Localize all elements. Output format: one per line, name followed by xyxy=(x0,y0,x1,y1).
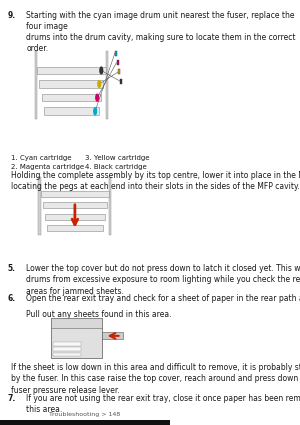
Text: Starting with the cyan image drum unit nearest the fuser, replace the four image: Starting with the cyan image drum unit n… xyxy=(26,11,296,53)
Text: 6.: 6. xyxy=(8,294,16,303)
Bar xyxy=(53,343,81,346)
Text: If the sheet is low down in this area and difficult to remove, it is probably st: If the sheet is low down in this area an… xyxy=(11,363,300,394)
Bar xyxy=(109,178,111,235)
Text: 3. Yellow cartridge: 3. Yellow cartridge xyxy=(85,155,150,161)
Circle shape xyxy=(100,67,103,74)
Text: Pull out any sheets found in this area.: Pull out any sheets found in this area. xyxy=(26,310,172,319)
Bar xyxy=(38,178,41,235)
Text: 2. Magenta cartridge: 2. Magenta cartridge xyxy=(11,164,84,170)
Bar xyxy=(115,51,117,56)
Bar xyxy=(41,191,109,197)
Text: If you are not using the rear exit tray, close it once paper has been removed fr: If you are not using the rear exit tray,… xyxy=(26,394,300,414)
Circle shape xyxy=(98,81,100,88)
Bar xyxy=(118,69,120,74)
Bar xyxy=(53,353,81,356)
Text: 1. Cyan cartridge: 1. Cyan cartridge xyxy=(11,155,72,161)
Circle shape xyxy=(94,108,97,115)
Bar xyxy=(53,348,81,351)
Text: Lower the top cover but do not press down to latch it closed yet. This will prot: Lower the top cover but do not press dow… xyxy=(26,264,300,295)
Bar xyxy=(47,225,103,231)
Bar xyxy=(120,79,122,84)
Bar xyxy=(38,67,106,74)
Bar xyxy=(40,80,104,88)
Text: Open the rear exit tray and check for a sheet of paper in the rear path area.: Open the rear exit tray and check for a … xyxy=(26,294,300,303)
Bar xyxy=(41,94,101,101)
Bar xyxy=(43,202,107,208)
Bar xyxy=(0,420,170,425)
Bar xyxy=(45,214,105,220)
Circle shape xyxy=(96,94,99,101)
Text: Holding the complete assembly by its top centre, lower it into place in the MFP,: Holding the complete assembly by its top… xyxy=(11,171,300,191)
Text: 9.: 9. xyxy=(8,11,16,20)
Bar xyxy=(102,332,123,339)
Text: 5.: 5. xyxy=(8,264,16,273)
Bar xyxy=(117,60,118,65)
Bar xyxy=(51,318,102,328)
Text: Troubleshooting > 148: Troubleshooting > 148 xyxy=(50,412,121,417)
Bar xyxy=(106,51,108,119)
Bar xyxy=(44,108,99,115)
Text: 7.: 7. xyxy=(8,394,16,403)
Bar xyxy=(35,51,38,119)
Bar xyxy=(51,318,102,358)
Text: 4. Black cartridge: 4. Black cartridge xyxy=(85,164,147,170)
